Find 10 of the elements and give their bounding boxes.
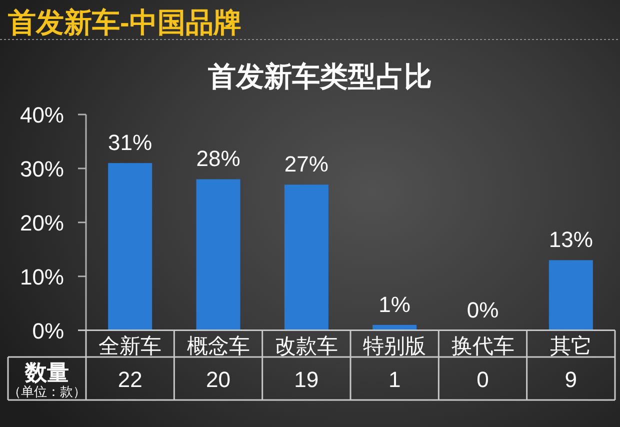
annotation: （单位：款）: [8, 384, 86, 399]
annotation: 数量: [25, 360, 69, 385]
annotation: 1: [388, 367, 401, 392]
title: 首发新车-中国品牌: [8, 7, 242, 38]
annotation: 20: [206, 367, 230, 392]
annotation: 22: [118, 367, 142, 392]
annotation: 19: [294, 367, 319, 392]
annotation: 9: [564, 367, 578, 392]
annotation: 0: [476, 367, 489, 392]
subtitle: 首发新车类型占比: [208, 61, 432, 92]
